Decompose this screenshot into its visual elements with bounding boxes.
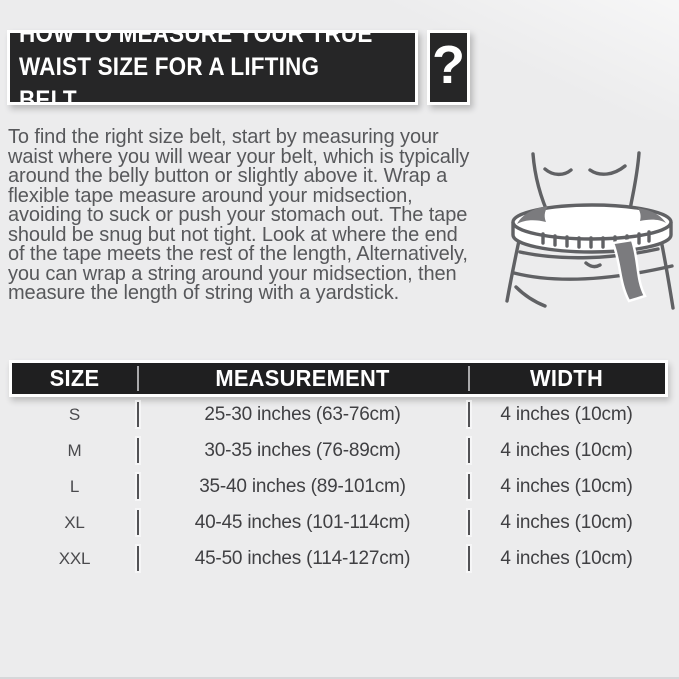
table-row: L 35-40 inches (89-101cm) 4 inches (10cm…: [9, 469, 668, 505]
header-column-divider: [137, 366, 139, 391]
measurement-cell: 40-45 inches (101-114cm): [194, 512, 411, 533]
size-table-header: SIZE MEASUREMENT WIDTH: [9, 360, 668, 397]
size-cell: XL: [64, 513, 85, 532]
row-column-divider: [468, 438, 470, 463]
title-box: HOW TO MEASURE YOUR TRUE WAIST SIZE FOR …: [7, 30, 418, 105]
waist-measuring-tape-icon: [505, 151, 675, 310]
width-cell: 4 inches (10cm): [500, 440, 633, 461]
size-cell: M: [67, 441, 82, 460]
row-column-divider: [468, 474, 470, 499]
row-column-divider: [468, 402, 470, 427]
row-column-divider: [468, 510, 470, 535]
measurement-cell: 45-50 inches (114-127cm): [194, 548, 411, 569]
table-row: XL 40-45 inches (101-114cm) 4 inches (10…: [9, 505, 668, 541]
row-column-divider: [137, 546, 139, 571]
size-cell: XXL: [58, 549, 91, 568]
row-column-divider: [137, 402, 139, 427]
table-row: S 25-30 inches (63-76cm) 4 inches (10cm): [9, 397, 668, 433]
question-mark-icon: ?: [432, 34, 465, 95]
measurement-cell: 25-30 inches (63-76cm): [204, 404, 401, 425]
row-column-divider: [137, 438, 139, 463]
size-cell: S: [68, 405, 81, 424]
measurement-cell: 30-35 inches (76-89cm): [204, 440, 401, 461]
width-cell: 4 inches (10cm): [500, 404, 633, 425]
size-table-body: S 25-30 inches (63-76cm) 4 inches (10cm)…: [9, 397, 668, 577]
row-column-divider: [137, 510, 139, 535]
table-row: M 30-35 inches (76-89cm) 4 inches (10cm): [9, 433, 668, 469]
width-cell: 4 inches (10cm): [500, 548, 633, 569]
page-title: HOW TO MEASURE YOUR TRUE WAIST SIZE FOR …: [19, 30, 373, 105]
header-column-divider: [468, 366, 470, 391]
column-header-width: WIDTH: [529, 365, 604, 391]
table-row: XXL 45-50 inches (114-127cm) 4 inches (1…: [9, 541, 668, 577]
measuring-instructions-text: To find the right size belt, start by me…: [8, 126, 470, 304]
width-cell: 4 inches (10cm): [500, 476, 633, 497]
column-header-size: SIZE: [49, 365, 100, 391]
question-mark-box: ?: [427, 30, 470, 105]
header-banner: HOW TO MEASURE YOUR TRUE WAIST SIZE FOR …: [7, 30, 470, 105]
waist-measuring-illustration: [492, 124, 678, 324]
width-cell: 4 inches (10cm): [500, 512, 633, 533]
measurement-cell: 35-40 inches (89-101cm): [199, 476, 406, 497]
row-column-divider: [468, 546, 470, 571]
column-header-measurement: MEASUREMENT: [215, 365, 390, 391]
row-column-divider: [137, 474, 139, 499]
size-cell: L: [69, 477, 80, 496]
